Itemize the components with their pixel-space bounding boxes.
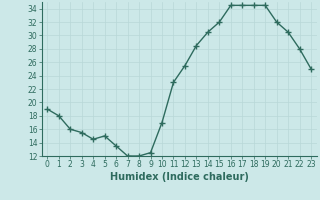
X-axis label: Humidex (Indice chaleur): Humidex (Indice chaleur): [110, 172, 249, 182]
